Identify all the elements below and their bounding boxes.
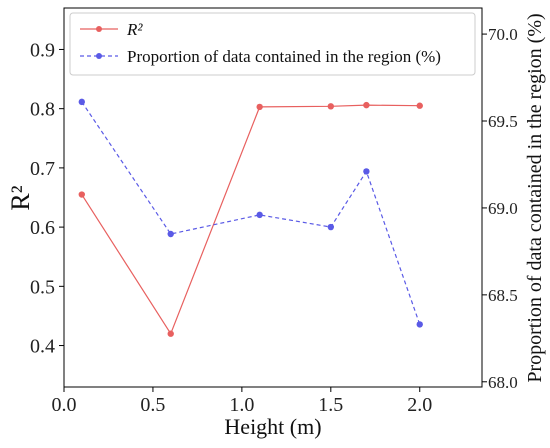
right-y-tick-label: 68.5	[488, 286, 518, 305]
x-axis-label: Height (m)	[224, 414, 321, 439]
left-y-tick-label: 0.6	[30, 217, 55, 239]
x-tick-label: 2.0	[407, 394, 432, 416]
data-point-proportion	[167, 230, 174, 238]
right-y-tick-label: 69.0	[488, 199, 518, 218]
data-point-r2	[416, 102, 423, 109]
x-axis-ticks: 0.0 0.5 1.0 1.5 2.0	[52, 387, 432, 416]
data-point-proportion	[416, 321, 423, 328]
legend: R² Proportion of data contained in the r…	[69, 12, 476, 76]
right-y-tick-label: 69.5	[488, 112, 518, 131]
left-y-axis-ticks: 0.4 0.5 0.6 0.7 0.8 0.9	[30, 39, 64, 358]
x-tick-label: 0.0	[52, 394, 77, 416]
data-point-proportion	[78, 98, 85, 106]
left-y-tick-label: 0.8	[30, 99, 55, 121]
x-tick-label: 0.5	[140, 394, 165, 416]
data-point-r2	[256, 103, 263, 111]
x-tick-label: 1.0	[229, 394, 254, 416]
left-y-tick-label: 0.7	[30, 158, 55, 180]
right-y-tick-label: 68.0	[488, 373, 518, 392]
left-y-tick-label: 0.4	[30, 336, 55, 358]
legend-label-proportion: Proportion of data contained in the regi…	[127, 47, 441, 66]
data-point-proportion	[363, 168, 370, 175]
data-point-r2	[167, 330, 174, 337]
data-point-r2	[327, 103, 335, 110]
data-point-r2	[78, 191, 85, 198]
left-y-tick-label: 0.5	[30, 276, 55, 298]
right-y-axis-label: Proportion of data contained in the regi…	[524, 13, 546, 382]
data-point-proportion	[256, 211, 263, 219]
legend-marker-proportion	[96, 53, 102, 59]
right-y-tick-label: 70.0	[488, 25, 518, 44]
x-tick-label: 1.5	[318, 394, 343, 416]
right-y-axis-ticks: 68.0 68.5 69.0 69.5 70.0	[482, 25, 518, 392]
legend-box	[69, 12, 476, 76]
plot-frame	[63, 7, 483, 388]
left-y-axis-label: R²	[6, 185, 35, 210]
legend-marker-r2	[96, 26, 102, 32]
left-y-tick-label: 0.9	[30, 39, 55, 61]
legend-label-r2: R²	[126, 20, 143, 39]
data-point-proportion	[327, 223, 335, 231]
series-line-r2	[81, 104, 420, 336]
series-layer	[78, 98, 423, 337]
series-line-proportion	[81, 101, 421, 325]
data-point-r2	[363, 101, 370, 109]
